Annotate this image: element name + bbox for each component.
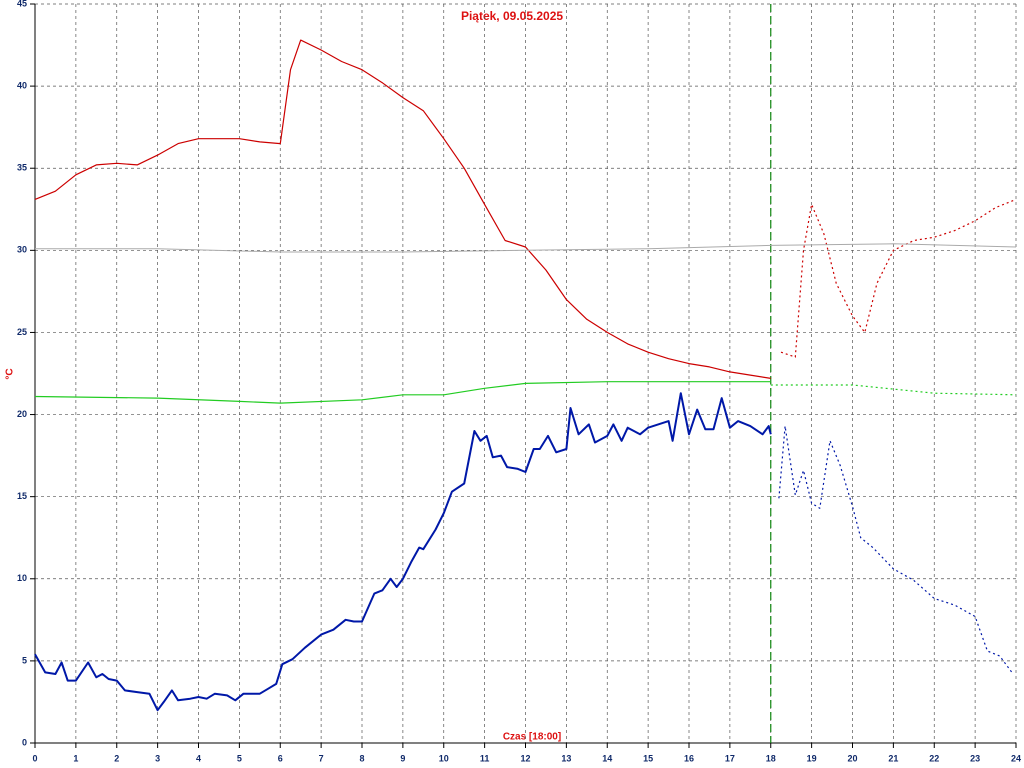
x-tick-label: 19 bbox=[807, 753, 817, 763]
x-tick-label: 16 bbox=[684, 753, 694, 763]
x-tick-label: 12 bbox=[520, 753, 530, 763]
x-tick-label: 23 bbox=[970, 753, 980, 763]
x-tick-label: 6 bbox=[278, 753, 283, 763]
series-line bbox=[778, 425, 1013, 673]
series-line bbox=[34, 381, 771, 404]
x-tick-label: 22 bbox=[929, 753, 939, 763]
y-tick-label: 20 bbox=[17, 409, 27, 419]
y-tick-label: 15 bbox=[17, 491, 27, 501]
x-tick-label: 0 bbox=[32, 753, 37, 763]
x-tick-label: 15 bbox=[643, 753, 653, 763]
x-tick-label: 2 bbox=[114, 753, 119, 763]
x-tick-label: 18 bbox=[766, 753, 776, 763]
y-tick-label: 40 bbox=[17, 80, 27, 90]
y-tick-label: 30 bbox=[17, 245, 27, 255]
x-tick-label: 9 bbox=[400, 753, 405, 763]
x-tick-label: 17 bbox=[725, 753, 735, 763]
y-tick-label: 25 bbox=[17, 327, 27, 337]
x-tick-label: 8 bbox=[359, 753, 364, 763]
x-tick-label: 20 bbox=[847, 753, 857, 763]
y-tick-label: 5 bbox=[22, 655, 27, 665]
chart-title: Piątek, 09.05.2025 bbox=[461, 9, 563, 23]
x-tick-label: 24 bbox=[1011, 753, 1021, 763]
x-tick-label: 1 bbox=[73, 753, 78, 763]
y-tick-label: 45 bbox=[17, 0, 27, 8]
y-axis-label: °C bbox=[5, 368, 16, 379]
x-tick-label: 7 bbox=[319, 753, 324, 763]
series-line bbox=[770, 384, 1017, 396]
x-axis-label: Czas [18:00] bbox=[503, 732, 561, 743]
x-tick-label: 3 bbox=[155, 753, 160, 763]
y-tick-label: 35 bbox=[17, 163, 27, 173]
x-tick-label: 5 bbox=[237, 753, 242, 763]
x-tick-label: 10 bbox=[439, 753, 449, 763]
series-line bbox=[780, 198, 1017, 358]
series-line bbox=[34, 392, 772, 712]
series-line bbox=[35, 243, 1017, 253]
y-tick-label: 10 bbox=[17, 573, 27, 583]
x-tick-label: 13 bbox=[561, 753, 571, 763]
x-tick-label: 21 bbox=[888, 753, 898, 763]
x-tick-label: 14 bbox=[602, 753, 612, 763]
series-line bbox=[34, 39, 771, 379]
x-tick-label: 4 bbox=[196, 753, 201, 763]
x-tick-label: 11 bbox=[480, 753, 490, 763]
y-tick-label: 0 bbox=[22, 737, 27, 747]
